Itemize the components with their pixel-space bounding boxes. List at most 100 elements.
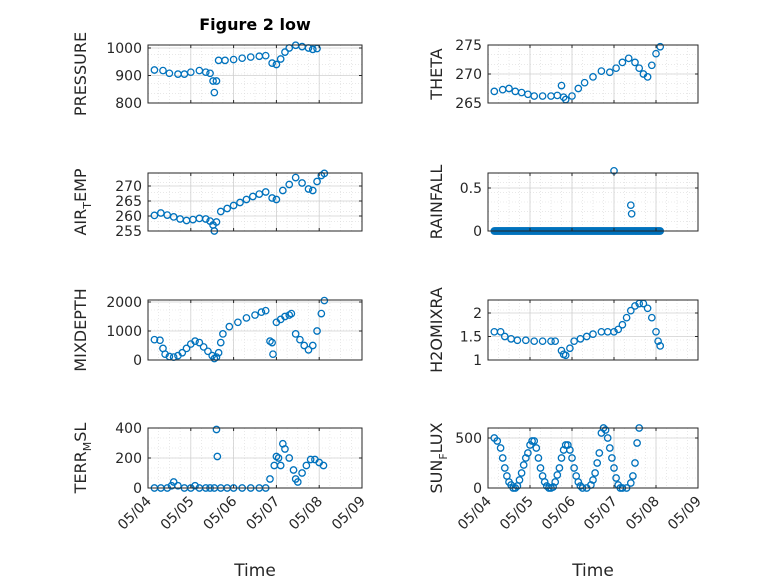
data-point xyxy=(281,312,289,321)
axes-1: 800 900 1000 PRESSURE Figure 2 low xyxy=(71,15,363,116)
data-point xyxy=(524,449,532,457)
data-point xyxy=(538,92,547,100)
data-point xyxy=(281,445,289,453)
data-point xyxy=(313,177,321,186)
series-points xyxy=(150,425,328,492)
y-axis-label-main: H2OMIXRA xyxy=(427,287,446,373)
x-tick-label: 05/08 xyxy=(623,494,663,534)
data-point xyxy=(608,454,616,462)
data-point xyxy=(261,188,270,196)
data-point xyxy=(496,327,505,336)
data-point xyxy=(605,68,614,77)
data-point xyxy=(159,66,167,75)
data-point xyxy=(320,296,329,305)
data-point xyxy=(191,337,199,345)
data-point xyxy=(308,186,317,195)
data-point xyxy=(521,336,530,345)
y-tick-label: 1 xyxy=(473,353,482,369)
data-point xyxy=(643,73,652,81)
data-point xyxy=(174,481,182,490)
data-point xyxy=(178,348,187,357)
data-point xyxy=(589,330,597,338)
data-point xyxy=(216,338,225,347)
y-axis-label-main: MIXDEPTH xyxy=(71,288,90,371)
data-point xyxy=(257,308,266,316)
data-point xyxy=(209,77,217,85)
data-point xyxy=(195,338,204,347)
data-point xyxy=(201,215,210,223)
x-tick-label: 05/05 xyxy=(158,494,198,534)
y-axis-label-main: THETA xyxy=(427,48,446,100)
data-point xyxy=(493,437,502,445)
data-point xyxy=(624,54,633,63)
x-tick-label: 05/04 xyxy=(115,493,155,533)
data-point xyxy=(530,437,539,445)
data-point xyxy=(500,332,509,341)
data-point xyxy=(213,452,222,461)
data-point xyxy=(570,337,578,346)
data-point xyxy=(536,464,545,472)
data-point xyxy=(568,454,576,462)
data-point xyxy=(161,350,169,359)
data-point xyxy=(566,344,574,353)
data-point xyxy=(652,49,660,58)
series-points xyxy=(150,169,329,235)
data-point xyxy=(610,464,618,472)
data-point xyxy=(633,439,641,447)
x-tick-label: 05/07 xyxy=(243,494,283,534)
data-point xyxy=(631,302,639,310)
data-point xyxy=(234,318,242,327)
series-points xyxy=(150,41,321,97)
data-point xyxy=(517,469,526,477)
data-point xyxy=(308,45,317,54)
data-point xyxy=(313,327,321,335)
data-point xyxy=(150,66,159,74)
data-point xyxy=(580,78,589,87)
data-point xyxy=(156,336,164,345)
y-tick-label: 270 xyxy=(115,179,142,195)
data-point xyxy=(150,211,159,220)
data-point xyxy=(204,347,212,356)
data-point xyxy=(513,336,522,345)
data-point xyxy=(276,461,285,470)
series-points xyxy=(490,424,644,492)
data-point xyxy=(242,314,251,322)
data-point xyxy=(150,335,159,344)
axes-frame xyxy=(147,299,363,361)
y-tick-label: 270 xyxy=(455,67,482,83)
y-axis-label-main: PRESSURE xyxy=(71,32,90,116)
data-point xyxy=(496,444,505,452)
axes-2: 265 270 275 THETA xyxy=(427,38,699,112)
data-point xyxy=(285,454,294,462)
y-axis-label-main: SUN xyxy=(427,460,446,494)
data-point xyxy=(555,464,564,472)
data-point xyxy=(268,194,276,202)
minor-grid xyxy=(487,299,699,361)
y-axis-label: AIRTEMP xyxy=(71,168,94,235)
data-point xyxy=(291,330,300,338)
y-axis-label-tail: EMP xyxy=(71,168,90,202)
data-point xyxy=(553,471,562,479)
data-point xyxy=(317,309,326,318)
data-point xyxy=(191,481,199,490)
data-point xyxy=(261,306,270,315)
data-point xyxy=(626,479,635,487)
data-point xyxy=(272,195,281,204)
data-point xyxy=(591,469,599,477)
y-axis-label: MIXDEPTH xyxy=(71,288,90,371)
y-axis-label: H2OMIXRA xyxy=(427,287,446,373)
data-point xyxy=(576,334,585,343)
y-axis-label-subscript: M xyxy=(81,442,94,452)
y-tick-label: 2 xyxy=(473,306,482,322)
data-point xyxy=(212,77,221,85)
data-point xyxy=(589,476,597,484)
data-point xyxy=(308,341,317,350)
x-tick-label: 05/04 xyxy=(455,493,495,533)
data-point xyxy=(530,337,539,346)
data-point xyxy=(656,42,665,51)
data-point xyxy=(165,69,174,78)
data-point xyxy=(293,478,302,486)
y-tick-label: 0 xyxy=(473,481,482,497)
data-point xyxy=(272,60,281,69)
